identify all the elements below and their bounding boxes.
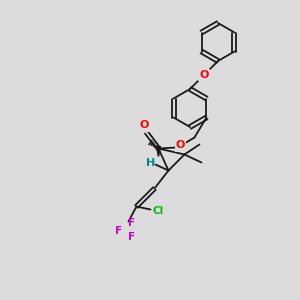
Text: F: F	[115, 226, 122, 236]
Text: H: H	[146, 158, 155, 167]
Text: F: F	[128, 232, 135, 242]
Text: Cl: Cl	[153, 206, 164, 215]
Text: O: O	[199, 70, 209, 80]
Text: O: O	[140, 121, 149, 130]
Text: O: O	[176, 140, 185, 151]
Text: F: F	[128, 218, 135, 227]
Polygon shape	[157, 146, 160, 157]
